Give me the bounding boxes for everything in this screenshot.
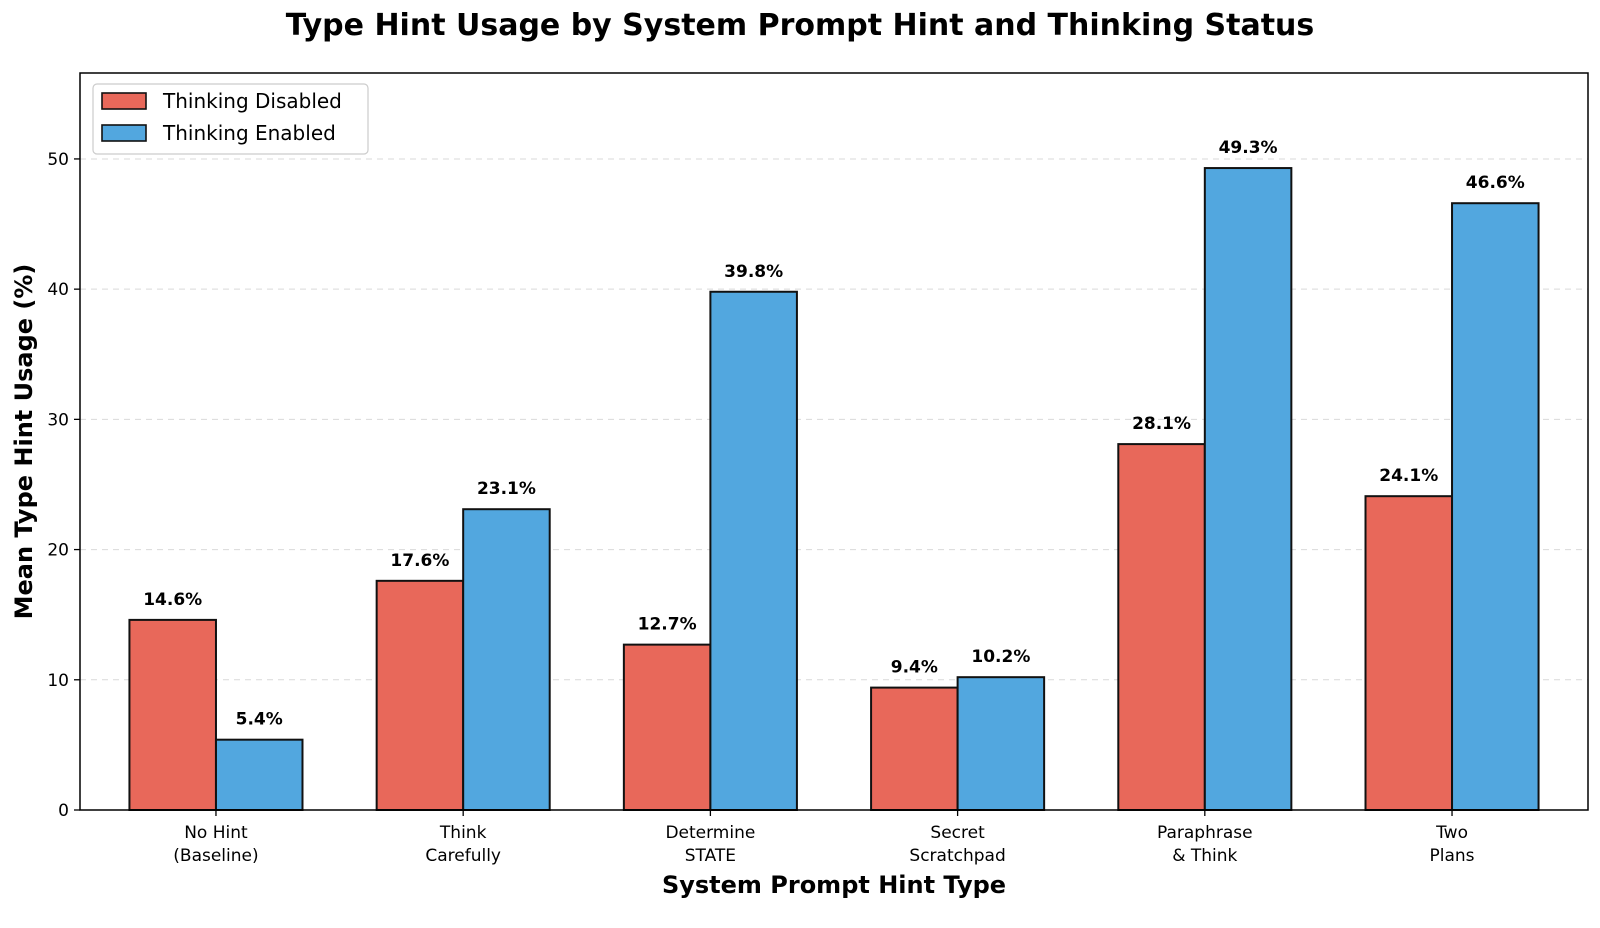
x-tick-label: Think [439,823,487,843]
y-tick-label: 40 [47,280,69,300]
plot-frame [79,72,1589,811]
legend-label: Thinking Enabled [162,121,336,145]
legend-swatch [101,124,147,142]
legend: Thinking Disabled Thinking Enabled [92,83,369,155]
bar-value-label: 49.3% [1219,138,1278,158]
y-tick-label: 0 [58,801,69,821]
chart-title: Type Hint Usage by System Prompt Hint an… [285,8,1315,43]
bar-value-label: 23.1% [477,479,536,499]
x-tick-label: Carefully [425,846,501,866]
bar-value-label: 10.2% [971,647,1030,667]
x-tick-label: & Think [1172,846,1237,866]
y-tick-label: 10 [47,671,69,691]
bar-thinking-enabled [462,508,551,811]
bar-thinking-disabled [1117,443,1206,811]
x-tick-label: Two [1435,823,1468,843]
bar-value-label: 14.6% [143,590,202,610]
bar-value-label: 12.7% [638,615,697,635]
x-axis-label: System Prompt Hint Type [662,871,1006,899]
y-tick-label: 20 [47,541,69,561]
bar-value-label: 46.6% [1466,173,1525,193]
bar-thinking-disabled [622,643,712,811]
bar-thinking-enabled [709,290,798,812]
bar-value-label: 28.1% [1132,414,1191,434]
bar-thinking-enabled [956,676,1046,811]
bar-thinking-enabled [214,738,304,811]
bar-thinking-disabled [128,618,217,811]
legend-box [92,83,369,155]
x-tick-label: STATE [685,846,736,866]
y-tick-label: 30 [47,410,69,430]
bar-thinking-disabled [1364,495,1454,811]
bar-value-label: 39.8% [724,262,783,282]
data-labels: 14.6% 17.6% 12.7% 9.4% 28.1% 24.1% 5.4% 23.1% 39… [143,138,1525,730]
bar-thinking-disabled [870,686,959,811]
x-tick-label: Secret [930,823,985,843]
bar-value-label: 5.4% [236,710,283,730]
bar-value-label: 17.6% [390,551,449,571]
grid-lines [80,158,1588,681]
legend-label: Thinking Disabled [162,89,342,113]
bars [128,167,1540,812]
bar-thinking-enabled [1451,202,1540,811]
y-axis-ticks: 0 10 20 30 40 50 [47,150,80,821]
legend-swatch [101,92,147,110]
x-tick-label: Paraphrase [1157,823,1253,843]
bar-value-label: 24.1% [1379,466,1438,486]
y-axis-label: Mean Type Hint Usage (%) [10,264,38,620]
bar-thinking-disabled [375,579,465,811]
x-tick-label: Plans [1430,846,1475,866]
x-axis-ticks: No Hint (Baseline) Think Carefully Determine… [173,810,1475,866]
x-tick-label: Scratchpad [909,846,1005,866]
bar-value-label: 9.4% [891,658,938,678]
x-tick-label: (Baseline) [173,846,258,866]
y-tick-label: 50 [47,150,69,170]
bar-thinking-enabled [1203,167,1293,812]
x-tick-label: Determine [665,823,755,843]
x-tick-label: No Hint [184,823,248,843]
